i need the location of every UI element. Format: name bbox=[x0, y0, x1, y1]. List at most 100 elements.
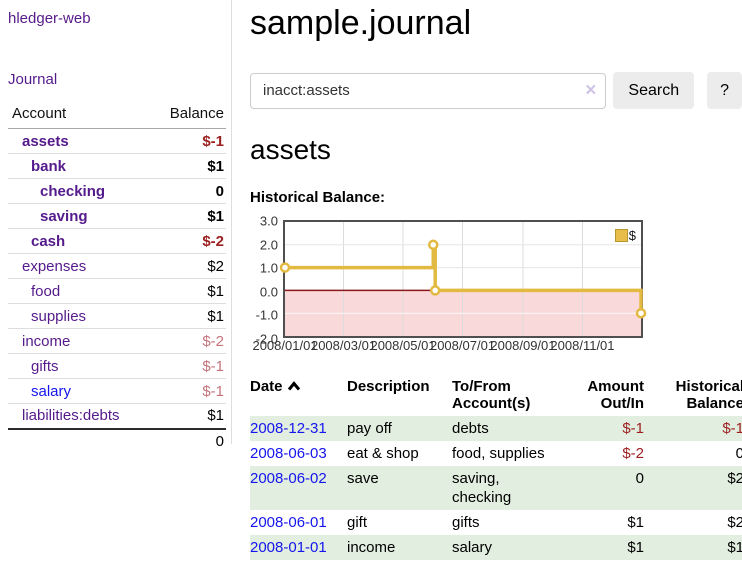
transaction-row: 2008-06-03 eat & shop food, supplies $-2 0 bbox=[250, 441, 742, 466]
transaction-accounts: debts bbox=[452, 420, 489, 438]
account-balance: $-2 bbox=[202, 332, 224, 350]
search-input[interactable] bbox=[250, 72, 607, 109]
accounts-total-value: 0 bbox=[150, 427, 226, 454]
account-row: supplies $1 bbox=[8, 304, 226, 329]
transaction-date: 2008-06-03 bbox=[250, 441, 347, 466]
account-row: salary $-1 bbox=[8, 379, 226, 404]
account-link[interactable]: gifts bbox=[31, 357, 59, 375]
sidebar: hledger-web Journal Account Balance asse… bbox=[0, 0, 232, 454]
account-link[interactable]: liabilities:debts bbox=[22, 407, 120, 425]
x-axis-tick: 2008/03/01 bbox=[310, 338, 377, 354]
transaction-balance: $2 bbox=[727, 514, 742, 532]
account-link[interactable]: bank bbox=[31, 157, 67, 175]
chart-svg bbox=[279, 222, 647, 337]
transaction-row: 2008-01-01 income salary $1 $1 bbox=[250, 535, 742, 561]
transaction-balance: $2 bbox=[727, 470, 742, 488]
account-link[interactable]: food bbox=[31, 282, 61, 300]
transaction-date: 2008-01-01 bbox=[250, 535, 347, 560]
x-axis-tick: 2008/07/01 bbox=[429, 338, 496, 354]
transaction-amount: $-2 bbox=[622, 445, 644, 463]
y-axis-tick: 1.0 bbox=[259, 260, 278, 276]
accounts-col-balance: Balance bbox=[150, 105, 226, 129]
account-balance: 0 bbox=[215, 182, 224, 200]
transaction-description: gift bbox=[347, 514, 368, 532]
account-link[interactable]: checking bbox=[40, 182, 106, 200]
register-header-row: Date Description To/From Account(s) Amou… bbox=[250, 376, 742, 416]
accounts-table: Account Balance assets $-1 bank $1 checking 0… bbox=[8, 105, 226, 454]
transaction-accounts: food, supplies bbox=[452, 445, 545, 463]
transaction-date-link[interactable]: 2008-06-02 bbox=[250, 470, 327, 488]
transaction-amount: $-1 bbox=[622, 420, 644, 438]
account-row: bank $1 bbox=[8, 154, 226, 179]
account-row: liabilities:debts $1 bbox=[8, 404, 226, 429]
transaction-amount: $1 bbox=[627, 514, 644, 532]
account-link[interactable]: income bbox=[22, 332, 71, 350]
transaction-date-link[interactable]: 2008-12-31 bbox=[250, 420, 327, 438]
account-balance: $-2 bbox=[202, 232, 224, 250]
transaction-accounts: salary bbox=[452, 539, 493, 557]
clear-icon[interactable]: × bbox=[585, 79, 597, 101]
account-row: cash $-2 bbox=[8, 229, 226, 254]
transaction-date: 2008-06-01 bbox=[250, 510, 347, 535]
account-balance: $1 bbox=[207, 157, 224, 175]
transaction-amount: 0 bbox=[635, 470, 644, 488]
register-col-amount: Amount Out/In bbox=[587, 378, 644, 413]
transaction-balance: 0 bbox=[735, 445, 742, 463]
x-axis-tick: 2008/09/01 bbox=[490, 338, 556, 354]
account-link[interactable]: cash bbox=[31, 232, 66, 250]
account-row: assets $-1 bbox=[8, 129, 226, 154]
account-row: expenses $2 bbox=[8, 254, 226, 279]
account-balance: $2 bbox=[207, 257, 224, 275]
sort-ascending-icon bbox=[287, 381, 300, 391]
legend-label: $ bbox=[628, 228, 636, 244]
account-row: income $-2 bbox=[8, 329, 226, 354]
historical-balance-chart: $ 3.0 2.0 1.0 0.0 -1.0 -2.0 2008/01/01 2008/03… bbox=[250, 213, 742, 355]
legend-swatch-icon bbox=[614, 229, 628, 243]
account-row: food $1 bbox=[8, 279, 226, 304]
transaction-description: eat & shop bbox=[347, 445, 419, 463]
account-balance: $-1 bbox=[202, 357, 224, 375]
y-axis-tick: 0.0 bbox=[259, 284, 278, 300]
search-bar: × Search ? bbox=[250, 72, 742, 110]
transaction-date-link[interactable]: 2008-01-01 bbox=[250, 539, 327, 557]
search-button[interactable]: Search bbox=[613, 72, 695, 110]
accounts-col-account: Account bbox=[8, 105, 151, 129]
transaction-balance: $1 bbox=[727, 539, 742, 557]
accounts-table-body: assets $-1 bank $1 checking 0 saving $1 cash $-2 e… bbox=[8, 129, 226, 429]
transaction-date: 2008-12-31 bbox=[250, 416, 347, 441]
chart-plot-area: $ bbox=[279, 220, 647, 339]
transaction-description: income bbox=[347, 539, 396, 557]
account-link[interactable]: salary bbox=[31, 382, 72, 400]
account-title: assets bbox=[250, 134, 331, 166]
account-link[interactable]: assets bbox=[22, 132, 69, 150]
transaction-row: 2008-06-01 gift gifts $1 $2 bbox=[250, 510, 742, 535]
transaction-balance: $-1 bbox=[722, 420, 742, 438]
transaction-row: 2008-12-31 pay off debts $-1 $-1 bbox=[250, 416, 742, 442]
account-link[interactable]: expenses bbox=[22, 257, 87, 275]
y-axis-tick: -1.0 bbox=[255, 307, 278, 323]
register-table: Date Description To/From Account(s) Amou… bbox=[250, 376, 742, 561]
transaction-description: pay off bbox=[347, 420, 392, 438]
account-row: gifts $-1 bbox=[8, 354, 226, 379]
transaction-date-link[interactable]: 2008-06-01 bbox=[250, 514, 327, 532]
register-table-body: 2008-12-31 pay off debts $-1 $-1 2008-06-03 ea… bbox=[250, 416, 742, 561]
register-col-description: Description bbox=[347, 378, 430, 396]
transaction-accounts: saving, checking bbox=[452, 470, 512, 507]
main-content: sample.journal × Search ? assets Histori… bbox=[248, 0, 742, 561]
accounts-total-row: 0 bbox=[8, 427, 226, 454]
account-balance: $-1 bbox=[202, 382, 224, 400]
transaction-amount: $1 bbox=[627, 539, 644, 557]
register-col-date[interactable]: Date bbox=[250, 376, 347, 416]
account-link[interactable]: saving bbox=[40, 207, 88, 225]
register-col-accounts: To/From Account(s) bbox=[452, 378, 531, 413]
account-row: saving $1 bbox=[8, 204, 226, 229]
y-axis-tick: 3.0 bbox=[259, 213, 278, 229]
account-link[interactable]: supplies bbox=[31, 307, 87, 325]
account-balance: $1 bbox=[207, 207, 224, 225]
transaction-date: 2008-06-02 bbox=[250, 466, 347, 510]
transaction-date-link[interactable]: 2008-06-03 bbox=[250, 445, 327, 463]
brand-link[interactable]: hledger-web bbox=[8, 10, 91, 27]
help-button[interactable]: ? bbox=[707, 72, 742, 110]
sidebar-item-journal[interactable]: Journal bbox=[8, 71, 58, 88]
y-axis-tick: -2.0 bbox=[255, 331, 278, 347]
